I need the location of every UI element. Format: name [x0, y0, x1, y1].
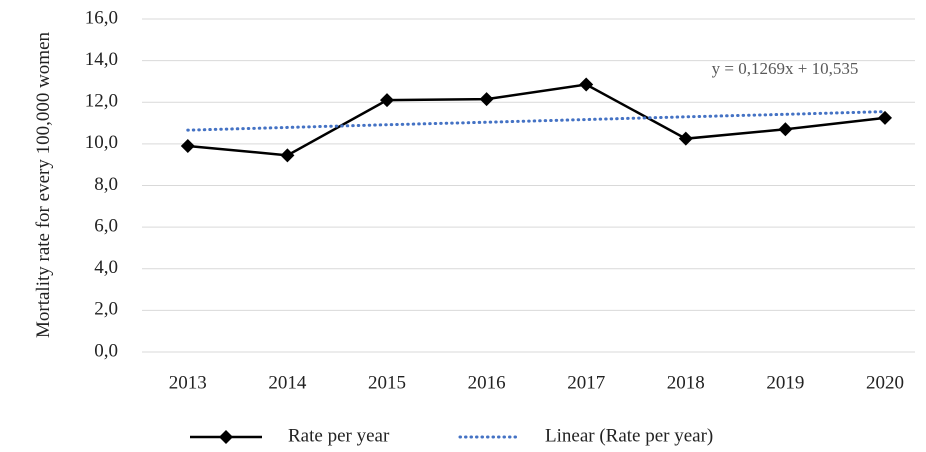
- marker: [878, 110, 892, 125]
- y-tick-label: 8,0: [94, 174, 118, 195]
- marker: [180, 138, 195, 153]
- marker: [678, 131, 693, 146]
- x-tick-label: 2018: [667, 372, 705, 393]
- y-axis-label: Mortality rate for every 100,000 women: [33, 31, 54, 339]
- y-tick-label: 4,0: [94, 257, 118, 278]
- x-tick-label: 2020: [866, 372, 904, 393]
- legend-label: Rate per year: [288, 425, 390, 446]
- marker: [579, 77, 594, 92]
- marker: [280, 148, 295, 163]
- legend-label: Linear (Rate per year): [545, 425, 713, 446]
- y-tick-label: 14,0: [85, 49, 118, 70]
- y-tick-label: 10,0: [85, 132, 118, 153]
- x-tick-label: 2019: [766, 372, 804, 393]
- annotation: y = 0,1269x + 10,535: [712, 59, 859, 78]
- x-tick-label: 2015: [368, 372, 406, 393]
- y-tick-label: 6,0: [94, 215, 118, 236]
- x-tick-label: 2014: [268, 372, 307, 393]
- x-tick-label: 2016: [468, 372, 506, 393]
- marker: [380, 93, 394, 108]
- marker: [778, 122, 793, 137]
- line-series: [186, 110, 887, 132]
- legend-marker: [219, 430, 233, 444]
- y-tick-label: 0,0: [94, 340, 118, 361]
- line-series: [187, 83, 886, 157]
- x-tick-label: 2017: [567, 372, 605, 393]
- y-tick-label: 12,0: [85, 91, 118, 112]
- x-tick-label: 2013: [169, 372, 207, 393]
- y-tick-label: 2,0: [94, 299, 118, 320]
- marker: [479, 92, 494, 107]
- y-tick-label: 16,0: [85, 7, 118, 28]
